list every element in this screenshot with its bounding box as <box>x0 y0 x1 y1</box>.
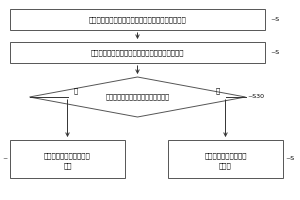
Text: 否: 否 <box>215 87 220 94</box>
Bar <box>168 140 283 178</box>
Bar <box>10 9 265 30</box>
Text: ~S: ~S <box>270 17 279 22</box>
Text: 控制漏气检测器对全部未打孔的烟支进行漏气检测: 控制漏气检测器对全部未打孔的烟支进行漏气检测 <box>91 49 184 56</box>
Text: ~S30: ~S30 <box>248 95 265 99</box>
Text: ~: ~ <box>3 156 8 162</box>
Text: 则判定所述漏气检测器: 则判定所述漏气检测器 <box>204 153 247 159</box>
Text: ~S: ~S <box>270 50 279 55</box>
Text: 正常: 正常 <box>63 163 72 169</box>
Text: 是: 是 <box>74 87 78 94</box>
Text: 为失效: 为失效 <box>219 163 232 169</box>
Text: ~S: ~S <box>285 156 294 162</box>
Text: 判断全部未打孔的烟支是否均不合格: 判断全部未打孔的烟支是否均不合格 <box>106 94 170 100</box>
Polygon shape <box>29 77 245 117</box>
Text: 控制打孔装置停止工作，以获取至少一根烟支不打孔: 控制打孔装置停止工作，以获取至少一根烟支不打孔 <box>88 16 186 23</box>
Bar <box>10 140 125 178</box>
Bar <box>10 42 265 63</box>
Text: 则判定所述漏气检测器为: 则判定所述漏气检测器为 <box>44 153 91 159</box>
